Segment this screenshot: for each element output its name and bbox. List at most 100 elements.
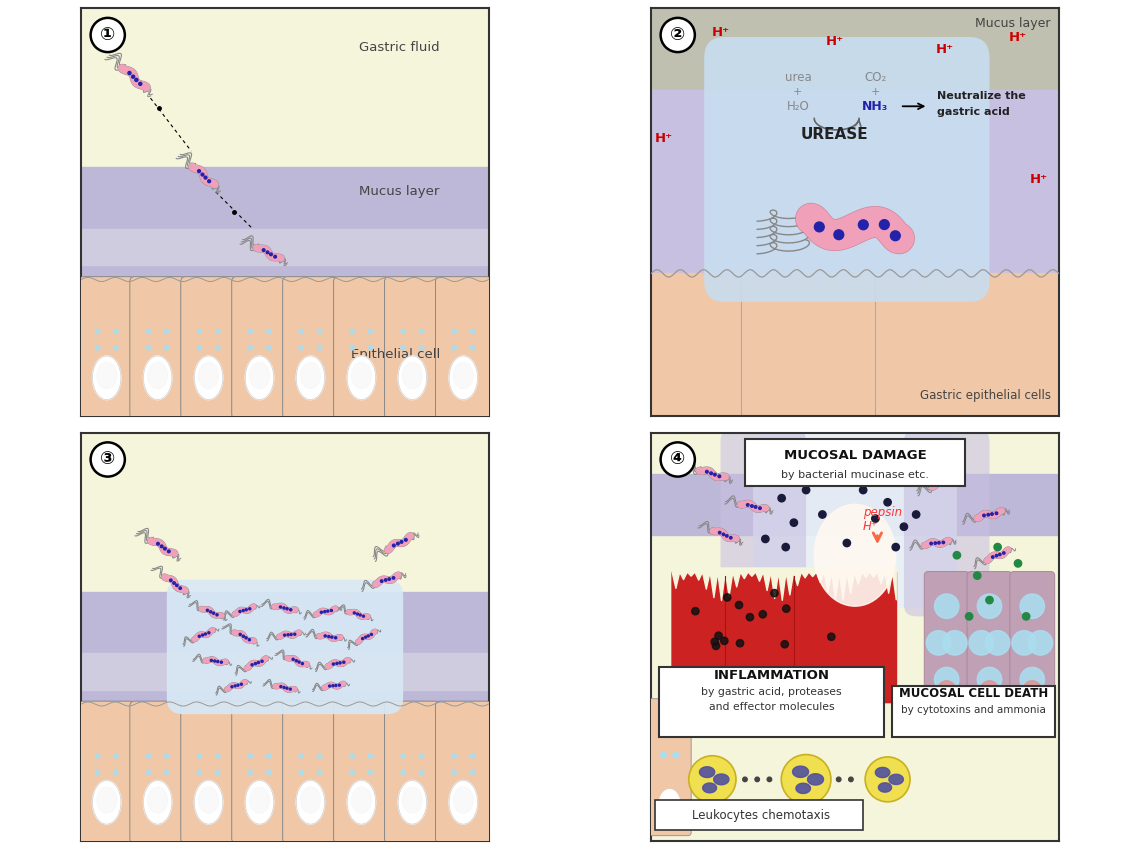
Ellipse shape	[351, 363, 372, 389]
Text: Mucus layer: Mucus layer	[975, 17, 1051, 30]
Ellipse shape	[198, 363, 219, 389]
Text: Epithelial cell: Epithelial cell	[351, 348, 440, 362]
Ellipse shape	[454, 363, 473, 389]
Circle shape	[146, 346, 150, 350]
Ellipse shape	[97, 363, 116, 389]
Circle shape	[368, 346, 373, 350]
Circle shape	[930, 543, 933, 545]
Ellipse shape	[402, 787, 422, 813]
Circle shape	[689, 756, 736, 803]
Circle shape	[470, 770, 474, 774]
Circle shape	[286, 687, 288, 689]
Circle shape	[237, 684, 239, 686]
Circle shape	[198, 635, 201, 638]
Circle shape	[361, 638, 364, 639]
Circle shape	[724, 593, 731, 601]
Circle shape	[249, 754, 253, 758]
Bar	[81, 167, 489, 282]
Circle shape	[215, 346, 220, 350]
Ellipse shape	[398, 356, 426, 400]
Circle shape	[714, 474, 716, 476]
Circle shape	[90, 442, 125, 476]
Bar	[651, 273, 1059, 416]
Circle shape	[201, 173, 204, 176]
Circle shape	[803, 486, 809, 494]
Circle shape	[942, 541, 945, 543]
Circle shape	[206, 610, 209, 611]
Circle shape	[821, 688, 828, 694]
Circle shape	[1020, 667, 1044, 692]
FancyBboxPatch shape	[231, 701, 287, 843]
Circle shape	[692, 608, 699, 615]
Circle shape	[249, 638, 251, 641]
FancyBboxPatch shape	[967, 571, 1012, 710]
Circle shape	[114, 346, 119, 350]
Ellipse shape	[348, 780, 375, 824]
Text: ②: ②	[670, 26, 685, 44]
Circle shape	[935, 667, 959, 692]
Circle shape	[762, 535, 770, 543]
Ellipse shape	[92, 780, 121, 824]
Circle shape	[350, 754, 355, 758]
Circle shape	[327, 636, 329, 638]
Ellipse shape	[296, 780, 325, 824]
Text: H⁺: H⁺	[665, 39, 683, 52]
Text: H⁺: H⁺	[1029, 173, 1048, 186]
Circle shape	[114, 770, 119, 774]
Circle shape	[1028, 631, 1052, 655]
Text: ④: ④	[670, 451, 685, 469]
Circle shape	[893, 543, 899, 551]
Circle shape	[215, 754, 220, 758]
Circle shape	[706, 470, 708, 473]
Circle shape	[720, 637, 728, 644]
Ellipse shape	[92, 356, 121, 400]
Circle shape	[715, 632, 723, 639]
FancyBboxPatch shape	[720, 429, 806, 616]
Circle shape	[197, 329, 202, 334]
Circle shape	[299, 346, 303, 350]
Circle shape	[332, 685, 334, 687]
Circle shape	[164, 770, 169, 774]
Circle shape	[96, 329, 100, 334]
Circle shape	[176, 584, 178, 587]
Circle shape	[368, 329, 373, 334]
Ellipse shape	[148, 787, 168, 813]
Circle shape	[270, 253, 272, 256]
Circle shape	[735, 601, 742, 609]
Circle shape	[267, 346, 271, 350]
Circle shape	[335, 637, 336, 638]
Bar	[81, 228, 489, 265]
Circle shape	[365, 636, 367, 638]
Circle shape	[817, 676, 824, 683]
Ellipse shape	[454, 787, 473, 813]
Circle shape	[163, 548, 166, 550]
Circle shape	[261, 661, 263, 662]
Circle shape	[890, 231, 901, 240]
Circle shape	[969, 631, 994, 655]
Circle shape	[164, 346, 169, 350]
Polygon shape	[714, 774, 728, 784]
Circle shape	[245, 637, 247, 638]
Text: and effector molecules: and effector molecules	[709, 702, 834, 711]
Ellipse shape	[814, 504, 896, 606]
Circle shape	[197, 346, 202, 350]
Circle shape	[392, 544, 396, 547]
Circle shape	[977, 594, 1002, 618]
Circle shape	[392, 576, 394, 579]
Circle shape	[730, 537, 732, 539]
Circle shape	[207, 632, 210, 634]
Text: Leukocytes chemotaxis: Leukocytes chemotaxis	[692, 809, 830, 822]
Text: Neutralize the: Neutralize the	[936, 91, 1025, 101]
Circle shape	[837, 777, 841, 782]
Polygon shape	[702, 783, 717, 793]
Circle shape	[953, 552, 961, 559]
Bar	[81, 282, 489, 416]
Circle shape	[738, 683, 744, 690]
Circle shape	[401, 754, 406, 758]
Circle shape	[131, 76, 135, 78]
Circle shape	[980, 681, 999, 699]
Text: NH₃: NH₃	[862, 100, 888, 113]
Circle shape	[819, 511, 826, 518]
Circle shape	[317, 329, 321, 334]
Circle shape	[283, 687, 285, 689]
